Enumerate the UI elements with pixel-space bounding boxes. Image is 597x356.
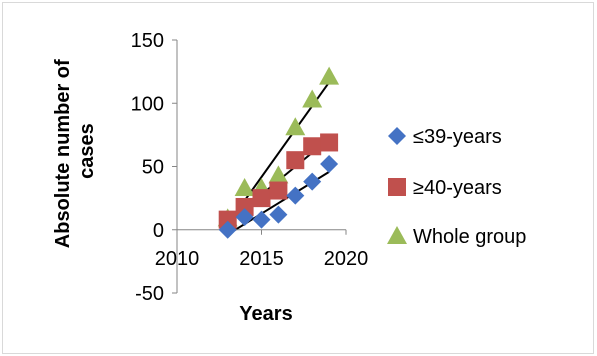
data-point — [303, 172, 322, 191]
data-point — [269, 205, 288, 224]
data-points — [217, 66, 340, 239]
data-point — [302, 89, 323, 108]
y-tick-label: 150 — [131, 30, 164, 52]
data-point — [235, 208, 254, 227]
data-point — [286, 186, 305, 205]
x-axis-title: Years — [239, 303, 292, 325]
data-point — [252, 210, 271, 229]
data-point — [303, 137, 322, 156]
legend-marker — [388, 127, 406, 145]
data-point — [319, 66, 340, 85]
y-tick-label: 0 — [153, 220, 164, 242]
x-tick-label: 2020 — [324, 248, 369, 270]
data-point — [234, 178, 255, 197]
data-point — [218, 220, 237, 239]
data-point — [286, 151, 305, 170]
x-tick-label: 2010 — [155, 248, 200, 270]
data-point — [269, 181, 288, 200]
data-point — [320, 133, 339, 152]
x-tick-label: 2015 — [239, 248, 284, 270]
legend-label: Whole group — [413, 226, 526, 248]
data-point — [218, 210, 237, 229]
y-tick-label: 50 — [142, 157, 164, 179]
legend: ≤39-years ≥40-years Whole group — [387, 126, 526, 248]
y-tick-label: -50 — [135, 283, 164, 305]
legend-marker — [388, 178, 406, 196]
y-tick-label: 100 — [131, 93, 164, 115]
legend-label: ≥40-years — [413, 177, 502, 199]
axes: -50 0 50 100 150 2010 2015 2020 — [131, 30, 369, 305]
y-axis-title-line-1: Absolute number of — [52, 59, 74, 248]
legend-marker — [387, 226, 407, 244]
y-axis-title-line-2: cases — [76, 123, 98, 179]
legend-label: ≤39-years — [413, 126, 502, 148]
data-point — [252, 189, 271, 208]
data-point — [235, 197, 254, 216]
scatter-chart: -50 0 50 100 150 2010 2015 2020 ≤39-years ≥40-ye… — [52, 30, 526, 325]
data-point — [320, 154, 339, 173]
data-point — [285, 117, 306, 136]
data-point — [268, 165, 289, 184]
y-axis-title: Absolute number of cases — [52, 54, 98, 248]
